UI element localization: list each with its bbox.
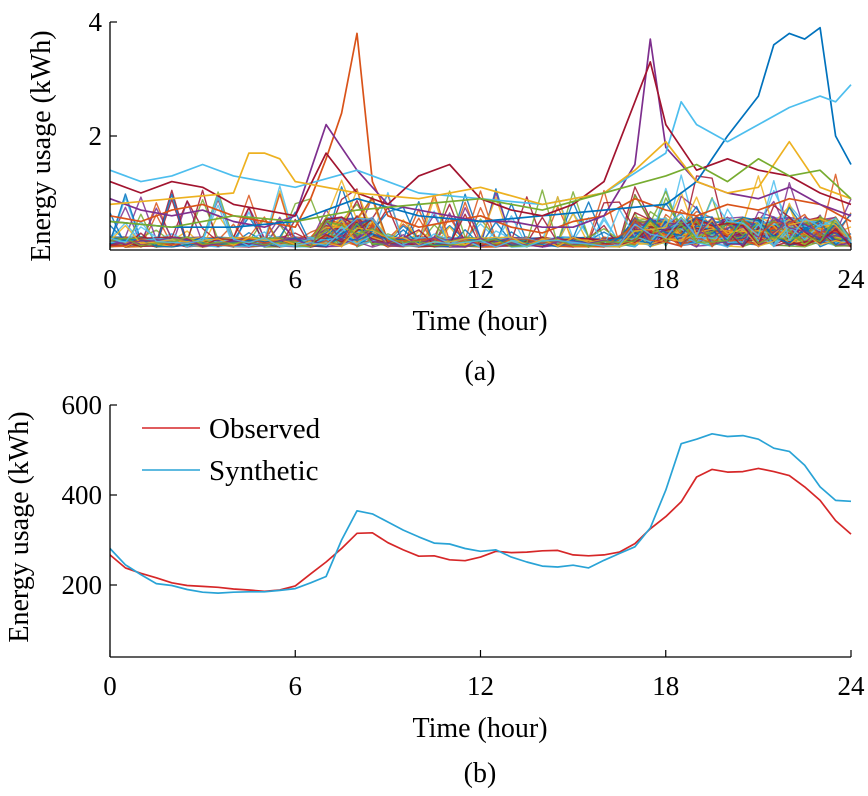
panel-b-series-observed: [109, 467, 852, 593]
panel-b-x-tick-label-4: 24: [838, 671, 866, 701]
panel-a-x-tick-label-3: 18: [652, 264, 679, 294]
panel-a-series-3: [109, 84, 852, 206]
panel-a-series-5: [109, 140, 852, 206]
panel-a-series-6: [109, 157, 852, 229]
panel-a-series-0: [109, 32, 852, 234]
legend-label-synthetic: Synthetic: [209, 455, 319, 487]
panel-a-x-tick-label-1: 6: [289, 264, 303, 294]
panel-b-series-synthetic: [109, 432, 852, 594]
panel-b-ticks: 0 6 12 18 24 200 400 600: [62, 390, 866, 701]
panel-a-series-4: [109, 61, 852, 217]
panel-b-x-tick-label-0: 0: [103, 671, 117, 701]
panel-a-profile-89: [109, 179, 852, 248]
panel-b-x-tick-label-2: 12: [467, 671, 494, 701]
panel-b-y-tick-label-0: 200: [62, 570, 103, 600]
panel-b-x-axis-title: Time (hour): [412, 713, 547, 744]
panel-a-x-tick-label-0: 0: [103, 264, 117, 294]
panel-a-x-tick-label-4: 24: [838, 264, 866, 294]
panel-b-x-tick-label-3: 18: [652, 671, 679, 701]
panel-a-y-tick-label-1: 4: [89, 7, 103, 37]
panel-a-series-group: [109, 26, 852, 234]
panel-b-y-axis-title: Energy usage (kWh): [4, 411, 35, 642]
panel-b-x-tick-label-1: 6: [289, 671, 303, 701]
panel-b-y-tick-label-2: 600: [62, 390, 103, 420]
panel-a-x-tick-label-2: 12: [467, 264, 494, 294]
panel-b-series-group: [109, 432, 852, 594]
panel-a-profile-87: [109, 211, 852, 248]
panel-b-caption: (b): [464, 758, 497, 789]
panel-b-legend: Observed Synthetic: [142, 413, 321, 487]
panel-a-y-tick-label-0: 2: [89, 121, 103, 151]
panel-a-y-axis-title: Energy usage (kWh): [26, 30, 57, 261]
legend-label-observed: Observed: [209, 413, 321, 445]
panel-b-y-tick-label-1: 400: [62, 480, 103, 510]
panel-a-x-axis-title: Time (hour): [412, 306, 547, 337]
panel-a-caption: (a): [464, 356, 495, 387]
panel-b: 0 6 12 18 24 200 400 600 Observed Synthetic Tim…: [4, 390, 865, 789]
